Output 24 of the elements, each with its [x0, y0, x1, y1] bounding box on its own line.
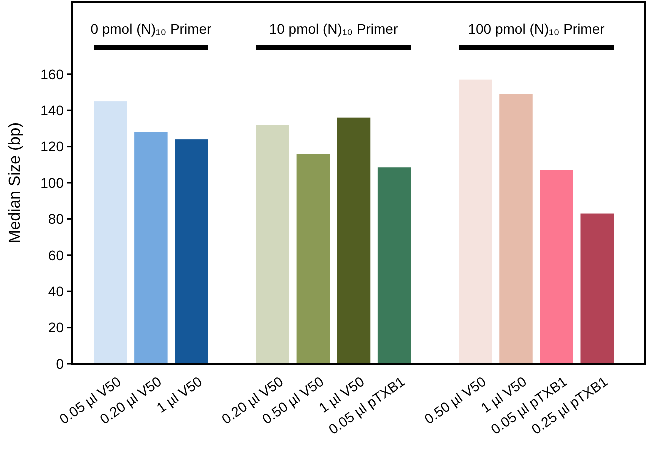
bar [459, 80, 492, 364]
bar [540, 170, 574, 364]
y-tick-label: 140 [40, 102, 64, 118]
bar [256, 125, 290, 364]
bar [500, 94, 533, 364]
y-tick-label: 160 [40, 66, 64, 82]
bar [134, 132, 168, 364]
annotation: 0 pmol (N)₁₀ Primer [90, 21, 212, 37]
y-tick-label: 40 [48, 284, 64, 300]
y-tick-label: 100 [40, 174, 64, 191]
y-tick-label: 20 [48, 320, 64, 336]
annotation: 10 pmol (N)₁₀ Primer [269, 21, 398, 37]
bar [296, 154, 330, 364]
bar [580, 214, 614, 364]
y-tick-label: 120 [40, 138, 64, 155]
bar [378, 168, 412, 364]
bar [94, 102, 128, 364]
y-tick-label: 80 [48, 211, 64, 228]
annotation: 100 pmol (N)₁₀ Primer [468, 21, 606, 37]
y-axis-title: Median Size (bp) [7, 122, 24, 244]
y-tick-label: 0 [56, 356, 64, 372]
y-tick-label: 60 [48, 247, 64, 264]
bar [175, 140, 208, 364]
bar [337, 118, 371, 364]
